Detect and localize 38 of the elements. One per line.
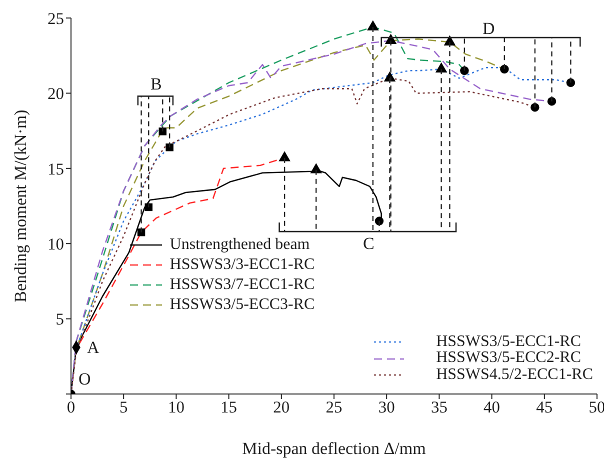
annotation: B — [150, 74, 162, 94]
legend-label: HSSWS3/5-ECC1-RC — [436, 332, 581, 350]
y-tick-label: 10 — [48, 234, 64, 254]
x-tick-label: 30 — [378, 398, 395, 417]
x-tick-label: 25 — [326, 398, 342, 417]
x-tick-label: 0 — [66, 398, 76, 417]
annotation: C — [363, 234, 374, 254]
point — [460, 66, 469, 75]
x-tick-label: 45 — [536, 398, 553, 417]
point — [278, 151, 290, 162]
point — [166, 143, 174, 152]
x-tick-label: 15 — [220, 398, 238, 417]
point — [310, 163, 322, 174]
legend-label: HSSWS3/5-ECC3-RC — [170, 294, 315, 315]
point — [500, 64, 509, 74]
legend-label: HSSWS3/7-ECC1-RC — [170, 274, 315, 295]
annotation: D — [482, 18, 495, 38]
legend-label: HSSWS4.5/2-ECC1-RC — [436, 366, 593, 384]
point — [530, 102, 540, 112]
point — [158, 128, 166, 136]
annotation: O — [78, 369, 91, 388]
x-tick-label: 5 — [119, 398, 128, 417]
x-tick-label: 40 — [484, 398, 500, 417]
point — [435, 62, 448, 73]
x-tick-label: 10 — [168, 398, 184, 417]
y-tick-label: 15 — [48, 159, 64, 178]
x-tick-label: 20 — [273, 398, 290, 417]
y-tick-label: 5 — [56, 310, 64, 329]
legend-label: Unstrengthened beam — [170, 234, 310, 255]
legend-label: HSSWS3/3-ECC1-RC — [170, 254, 315, 275]
y-axis-title: Bending moment M/(kN·m) — [11, 110, 30, 302]
x-tick-label: 35 — [430, 398, 448, 417]
x-axis-title: Mid-span deflection Δ/mm — [242, 439, 426, 458]
y-tick-label: 20 — [48, 84, 64, 104]
annotation: A — [86, 338, 100, 357]
point — [367, 20, 379, 30]
y-tick-label: 25 — [48, 8, 64, 28]
legend-label: HSSWS3/5-ECC2-RC — [436, 349, 581, 367]
